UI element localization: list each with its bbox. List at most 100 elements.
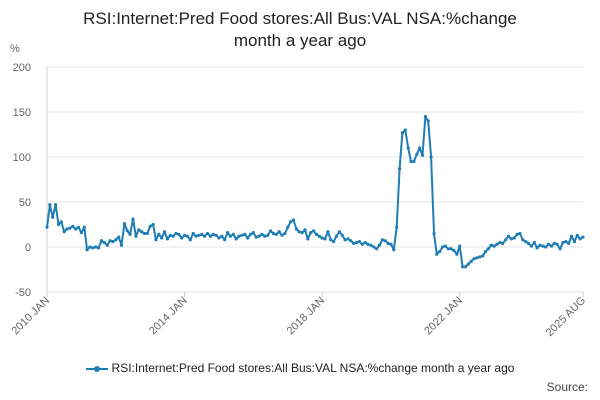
x-axis: 2010 JAN 2014 JAN 2018 JAN 2022 JAN 2025 AUG: [9, 67, 588, 339]
data-point: [297, 230, 301, 234]
data-point: [314, 232, 318, 236]
data-point: [435, 252, 439, 256]
data-point: [122, 222, 126, 226]
data-point: [403, 128, 407, 132]
data-point: [306, 237, 310, 241]
y-tick-label: 0: [25, 242, 31, 254]
data-point: [337, 230, 341, 234]
data-point: [426, 119, 430, 123]
data-point: [289, 220, 293, 224]
data-point: [291, 218, 296, 222]
data-point: [286, 225, 290, 229]
y-tick-label: 200: [13, 62, 31, 74]
data-point: [269, 229, 273, 233]
data-point: [349, 239, 353, 243]
data-point: [375, 247, 379, 251]
data-point: [208, 234, 212, 238]
data-point: [94, 245, 98, 249]
data-point: [111, 240, 115, 244]
data-point: [515, 232, 519, 236]
data-point: [243, 232, 247, 236]
data-point: [174, 231, 178, 236]
data-point: [549, 244, 554, 248]
data-point: [498, 240, 502, 245]
data-point: [443, 244, 447, 248]
data-point: [114, 238, 118, 242]
data-point: [461, 265, 465, 269]
data-point: [438, 249, 442, 254]
data-point: [486, 247, 490, 251]
data-point: [271, 231, 275, 236]
data-point: [119, 243, 124, 247]
data-point: [423, 114, 427, 119]
y-tick-label: 150: [13, 107, 31, 119]
data-point: [406, 146, 410, 150]
data-point: [392, 248, 396, 252]
data-point: [194, 234, 198, 238]
data-point: [552, 241, 556, 245]
data-point: [466, 262, 470, 266]
data-point: [191, 231, 195, 236]
data-point: [254, 235, 258, 239]
data-point: [231, 232, 235, 236]
data-point: [251, 231, 255, 235]
legend-swatch: [85, 364, 108, 374]
data-point: [377, 243, 382, 247]
x-tick-label: 2014 JAN: [147, 295, 190, 338]
data-point: [455, 252, 459, 256]
data-point: [538, 243, 542, 247]
data-point: [79, 231, 83, 235]
data-point: [346, 237, 350, 241]
data-point: [217, 236, 221, 240]
data-point: [326, 230, 330, 234]
data-point: [128, 232, 132, 236]
data-point: [154, 238, 158, 242]
data-point: [452, 249, 456, 253]
data-point: [88, 245, 92, 249]
data-point: [68, 226, 72, 230]
data-point: [481, 254, 485, 258]
data-point: [400, 131, 404, 135]
data-point: [151, 222, 155, 227]
data-point: [429, 155, 433, 159]
data-point: [398, 167, 402, 171]
data-point: [226, 231, 230, 235]
data-point: [492, 244, 496, 248]
data-point: [578, 237, 582, 241]
chart-title-line-2: month a year ago: [233, 31, 367, 50]
y-tick-label: -50: [15, 287, 31, 299]
data-point: [449, 247, 453, 251]
data-point: [512, 236, 516, 240]
data-point: [504, 238, 508, 242]
data-point: [237, 234, 241, 238]
data-point: [48, 203, 52, 207]
data-point: [469, 259, 473, 263]
data-point: [489, 243, 493, 247]
data-point: [323, 237, 327, 241]
data-point: [389, 242, 393, 246]
data-point: [263, 234, 267, 238]
y-tick-label: 50: [19, 197, 31, 209]
data-point: [478, 255, 482, 259]
data-point: [257, 234, 261, 238]
data-point: [572, 240, 577, 244]
data-point: [45, 225, 49, 229]
data-point: [495, 242, 499, 246]
data-point: [366, 242, 370, 246]
data-point: [415, 152, 419, 156]
data-point: [334, 234, 339, 238]
data-point: [105, 243, 109, 247]
data-point: [56, 222, 61, 227]
y-tick-label: 100: [13, 152, 31, 164]
data-point: [54, 203, 58, 207]
data-point: [380, 238, 384, 242]
data-point: [518, 231, 522, 236]
data-point: [71, 224, 75, 228]
data-point: [168, 233, 172, 237]
data-point: [317, 234, 321, 238]
data-point: [463, 265, 468, 269]
data-point: [564, 240, 568, 244]
data-point: [363, 240, 367, 245]
data-point: [575, 233, 579, 237]
